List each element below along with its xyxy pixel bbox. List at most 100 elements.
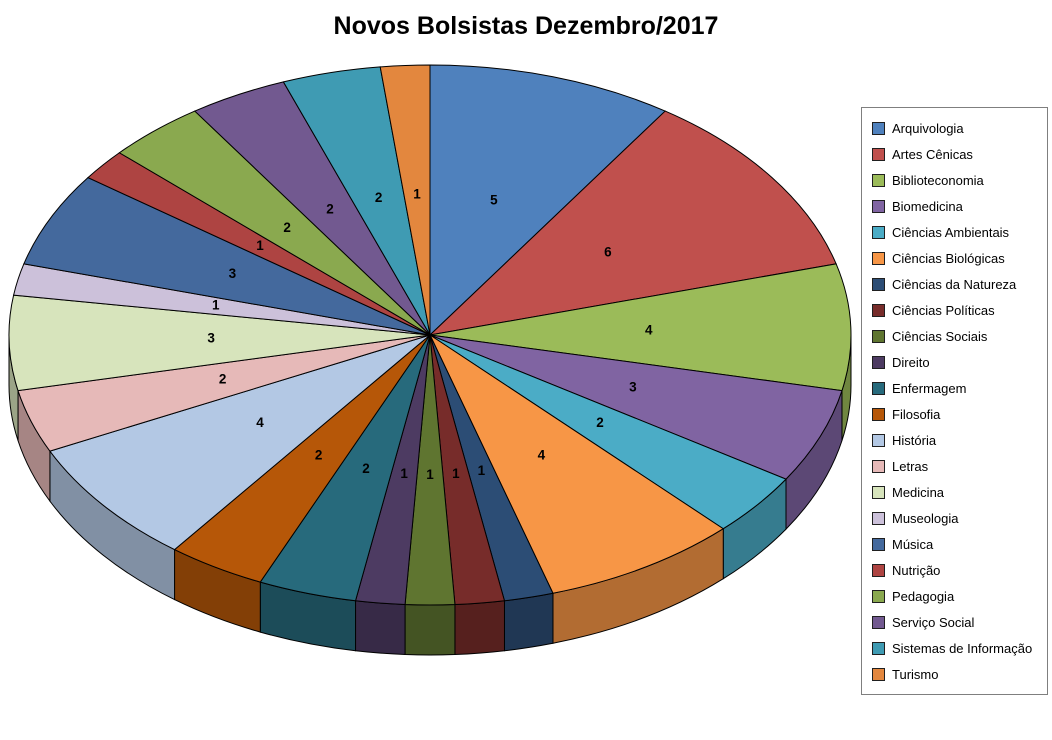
slice-labels: 5 6 4 3 2 4 1 1 1 1 2 2 4 2 3 1 3 1 2 2 2 1: [207, 186, 653, 482]
legend-swatch: [872, 121, 885, 135]
legend-label: Arquivologia: [892, 120, 964, 136]
legend-swatch: [872, 199, 885, 213]
pie-slice: [8, 294, 431, 392]
pie-walls: [8, 334, 852, 656]
legend-label: Filosofia: [892, 406, 941, 422]
legend-item: Ciências Biológicas: [868, 245, 1041, 271]
slice-value-label: 1: [256, 238, 264, 253]
legend-label: Museologia: [892, 510, 959, 526]
pie-slice-side: [503, 592, 554, 652]
slice-value-label: 1: [452, 466, 460, 481]
legend-swatch: [872, 615, 885, 629]
legend-label: História: [892, 432, 937, 448]
legend-swatch: [872, 511, 885, 525]
legend-label: Ciências Ambientais: [892, 224, 1010, 240]
legend-item: Museologia: [868, 505, 1041, 531]
legend-label: Artes Cênicas: [892, 146, 973, 162]
legend-label: Pedagogia: [892, 588, 955, 604]
legend-swatch: [872, 641, 885, 655]
slice-value-label: 1: [478, 463, 486, 478]
pie-slice-side: [454, 600, 505, 656]
legend-swatch: [872, 563, 885, 577]
legend-item: Letras: [868, 453, 1041, 479]
legend-label: Letras: [892, 458, 929, 474]
legend-label: Enfermagem: [892, 380, 967, 396]
legend-label: Serviço Social: [892, 614, 975, 630]
slice-value-label: 3: [229, 266, 237, 281]
legend-swatch: [872, 277, 885, 291]
slice-value-label: 6: [604, 245, 612, 260]
chart-legend: Arquivologia Artes Cênicas Biblioteconomia…: [861, 107, 1048, 695]
legend-item: Música: [868, 531, 1041, 557]
pie-slice-side: [404, 604, 456, 656]
legend-item: Ciências Ambientais: [868, 219, 1041, 245]
chart-title: Novos Bolsistas Dezembro/2017: [333, 12, 719, 40]
legend-label: Ciências Sociais: [892, 328, 988, 344]
slice-value-label: 3: [207, 331, 215, 346]
legend-swatch: [872, 381, 885, 395]
slice-value-label: 1: [212, 298, 220, 313]
legend-swatch: [872, 459, 885, 473]
legend-item: Ciências Políticas: [868, 297, 1041, 323]
legend-swatch: [872, 329, 885, 343]
slice-value-label: 2: [362, 461, 370, 476]
pie-slice-side: [355, 600, 406, 656]
legend-swatch: [872, 407, 885, 421]
slice-value-label: 2: [375, 190, 383, 205]
slice-value-label: 2: [283, 220, 291, 235]
legend-item: Enfermagem: [868, 375, 1041, 401]
legend-swatch: [872, 355, 885, 369]
legend-label: Biblioteconomia: [892, 172, 984, 188]
legend-swatch: [872, 251, 885, 265]
legend-swatch: [872, 225, 885, 239]
slice-value-label: 4: [538, 447, 546, 462]
legend-label: Biomedicina: [892, 198, 963, 214]
legend-item: Biblioteconomia: [868, 167, 1041, 193]
legend-item: Serviço Social: [868, 609, 1041, 635]
pie-slice: [23, 177, 431, 336]
legend-label: Ciências Políticas: [892, 302, 995, 318]
legend-label: Ciências Biológicas: [892, 250, 1005, 266]
pie-slice: [49, 334, 431, 551]
legend-label: Sistemas de Informação: [892, 640, 1033, 656]
slice-value-label: 4: [645, 322, 653, 337]
legend-label: Nutrição: [892, 562, 941, 578]
slice-value-label: 1: [400, 466, 408, 481]
legend-swatch: [872, 589, 885, 603]
legend-item: Pedagogia: [868, 583, 1041, 609]
pie-slice: [428, 110, 837, 336]
slice-value-label: 2: [596, 415, 604, 430]
legend-label: Medicina: [892, 484, 945, 500]
legend-item: Arquivologia: [868, 115, 1041, 141]
legend-item: Direito: [868, 349, 1041, 375]
slice-value-label: 1: [413, 186, 421, 201]
pie-slice: [429, 64, 667, 337]
slice-value-label: 5: [490, 192, 498, 207]
pie-slice: [429, 334, 843, 480]
legend-item: Ciências Sociais: [868, 323, 1041, 349]
slice-value-label: 2: [219, 372, 227, 387]
legend-label: Ciências da Natureza: [892, 276, 1017, 292]
pie-slice: [428, 333, 725, 594]
legend-item: História: [868, 427, 1041, 453]
legend-item: Sistemas de Informação: [868, 635, 1041, 661]
legend-item: Turismo: [868, 661, 1041, 687]
legend-label: Turismo: [892, 666, 939, 682]
legend-swatch: [872, 485, 885, 499]
legend-swatch: [872, 303, 885, 317]
legend-swatch: [872, 433, 885, 447]
legend-swatch: [872, 147, 885, 161]
legend-swatch: [872, 537, 885, 551]
legend-item: Ciências da Natureza: [868, 271, 1041, 297]
slice-value-label: 2: [315, 447, 323, 462]
legend-item: Filosofia: [868, 401, 1041, 427]
legend-item: Medicina: [868, 479, 1041, 505]
legend-item: Nutrição: [868, 557, 1041, 583]
legend-swatch: [872, 173, 885, 187]
legend-swatch: [872, 667, 885, 681]
slice-value-label: 1: [426, 467, 434, 482]
pie-slice: [429, 263, 852, 392]
legend-item: Biomedicina: [868, 193, 1041, 219]
